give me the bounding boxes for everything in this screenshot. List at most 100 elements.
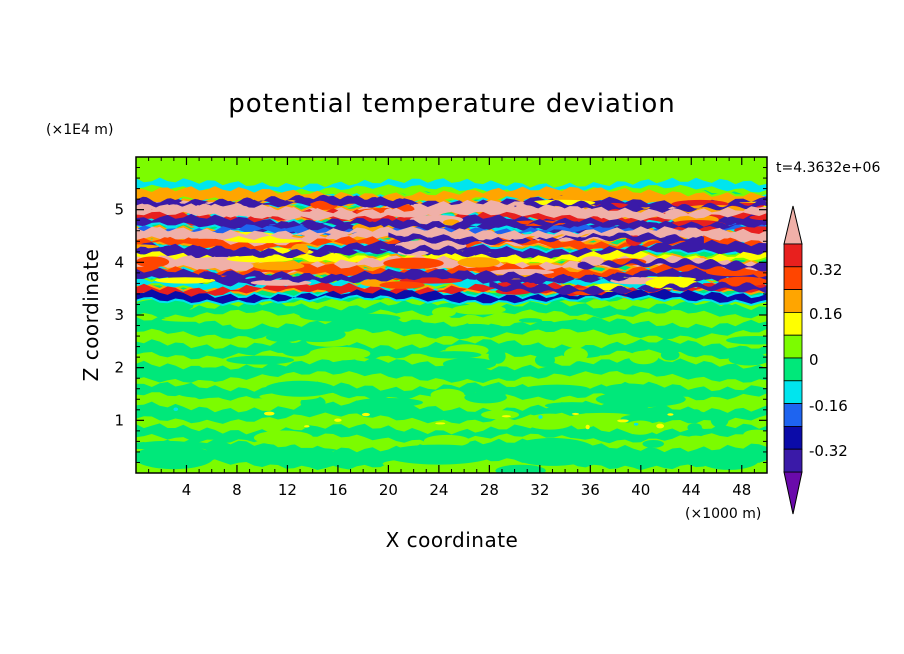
contour-blob xyxy=(687,423,702,432)
contour-band xyxy=(136,226,767,240)
contour-speck xyxy=(263,411,275,416)
y-tick-label: 1 xyxy=(114,411,124,429)
contour-speck xyxy=(304,425,310,428)
contour-blob xyxy=(136,244,160,249)
contour-blob xyxy=(743,429,767,441)
contour-blob xyxy=(426,351,482,359)
colorbar-min-arrow xyxy=(783,471,803,515)
contour-blob xyxy=(161,317,219,322)
contour-blob xyxy=(624,420,656,435)
contour-blob xyxy=(749,214,767,221)
contour-blob xyxy=(720,304,735,314)
contour-blob xyxy=(518,318,543,323)
contour-blob xyxy=(595,391,686,408)
contour-blob xyxy=(488,348,506,364)
x-tick-label: 24 xyxy=(429,481,448,499)
contour-blob xyxy=(178,389,235,398)
colorbar: 0.32 0.16 0 -0.16 -0.32 xyxy=(783,205,848,515)
contour-band xyxy=(136,400,767,424)
contour-blob xyxy=(442,357,497,370)
chart-title: potential temperature deviation xyxy=(228,89,675,119)
contour-blob xyxy=(451,323,501,337)
contour-band xyxy=(136,249,767,266)
x-axis-label: X coordinate xyxy=(386,528,519,552)
time-label: t=4.3632e+06 xyxy=(776,160,880,176)
contour-blob xyxy=(136,445,214,470)
colorbar-box xyxy=(783,311,803,336)
contour-blob xyxy=(660,349,680,361)
colorbar-box xyxy=(783,448,803,473)
lower-region xyxy=(136,299,767,473)
x-axis: 4 8 12 16 20 24 28 32 36 40 44 48 xyxy=(148,157,755,499)
contour-blob xyxy=(431,307,456,318)
contour-blob xyxy=(563,347,588,362)
contour-blob xyxy=(229,313,260,330)
colorbar-label: -0.16 xyxy=(809,397,848,415)
contour-blob xyxy=(705,268,758,277)
contour-band xyxy=(136,288,767,304)
contour-blob xyxy=(253,261,305,271)
contour-blob xyxy=(699,449,760,470)
contour-speck xyxy=(435,422,446,425)
contour-speck xyxy=(501,415,511,418)
contour-blob xyxy=(423,434,471,447)
contour-blob xyxy=(299,310,368,322)
contour-band xyxy=(136,423,767,444)
x-tick-label: 32 xyxy=(530,481,549,499)
colorbar-label: 0.32 xyxy=(809,261,842,279)
contour-blob xyxy=(451,304,506,315)
contour-speck xyxy=(585,424,590,430)
contour-blob xyxy=(265,380,336,397)
contour-blob xyxy=(507,437,598,466)
upper-band-region xyxy=(136,175,767,306)
y-axis-label: Z coordinate xyxy=(79,249,103,382)
x-tick-label: 48 xyxy=(732,481,751,499)
contour-band xyxy=(136,357,767,383)
colorbar-box xyxy=(783,403,803,427)
contour-speck xyxy=(538,415,543,419)
contour-blob xyxy=(308,346,371,361)
contour-blob xyxy=(689,409,703,421)
contour-blob xyxy=(136,299,194,313)
contour-blob xyxy=(226,255,294,263)
colorbar-box xyxy=(783,357,803,382)
contour-blob xyxy=(383,257,444,269)
y-tick-label: 3 xyxy=(114,306,124,324)
contour-blob xyxy=(686,435,706,443)
contour-band xyxy=(136,203,767,221)
x-unit-label: (×1000 m) xyxy=(685,506,761,522)
x-tick-label: 40 xyxy=(631,481,650,499)
contour-blob xyxy=(726,335,767,345)
contour-blob xyxy=(136,256,170,268)
colorbar-box xyxy=(783,380,803,404)
contour-blob xyxy=(289,326,346,343)
contour-blob xyxy=(534,353,555,367)
colorbar-max-arrow xyxy=(783,205,803,245)
y-tick-label: 2 xyxy=(114,359,124,377)
contour-speck xyxy=(361,412,370,417)
contour-blob xyxy=(226,355,295,365)
contour-blob xyxy=(278,447,337,453)
contour-blob xyxy=(354,397,423,408)
contour-speck xyxy=(617,419,629,423)
contour-band xyxy=(136,194,414,209)
contour-blob xyxy=(280,342,312,357)
contour-speck xyxy=(334,418,342,422)
y-tick-label: 5 xyxy=(114,201,124,219)
contour-blob xyxy=(186,238,225,245)
y-axis: 1 2 3 4 5 xyxy=(114,167,767,463)
contour-blob xyxy=(608,432,630,438)
colorbar-label: -0.32 xyxy=(809,442,848,460)
contour-blob xyxy=(572,412,633,420)
contour-blob xyxy=(495,464,546,473)
contour-speck xyxy=(173,407,179,412)
contour-band xyxy=(489,281,767,296)
x-tick-label: 36 xyxy=(581,481,600,499)
contour-blob xyxy=(481,410,520,420)
contour-blob xyxy=(234,238,303,244)
colorbar-label: 0.16 xyxy=(809,305,842,323)
contour-blob xyxy=(383,444,494,465)
contour-blob xyxy=(544,402,599,410)
contour-speck xyxy=(667,413,674,416)
